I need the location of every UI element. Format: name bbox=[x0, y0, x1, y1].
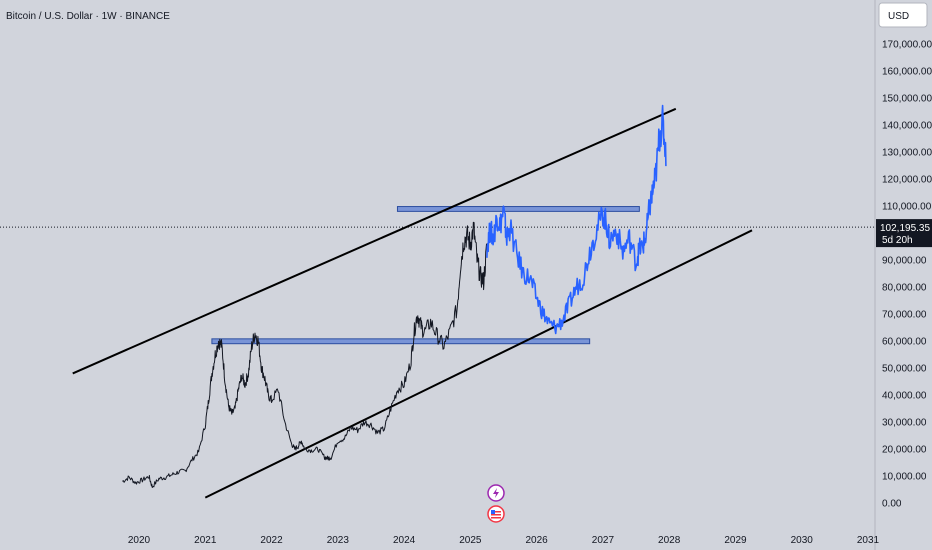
price-tick-label: 20,000.00 bbox=[882, 445, 927, 456]
lightning-event-icon[interactable] bbox=[487, 484, 505, 502]
bar-countdown-label: 5d 20h bbox=[882, 235, 913, 246]
time-tick-label: 2031 bbox=[857, 535, 880, 546]
channel-trend-line-1[interactable] bbox=[72, 107, 677, 375]
time-tick-label: 2024 bbox=[393, 535, 416, 546]
horizontal-zone-2[interactable] bbox=[211, 338, 591, 345]
price-tick-label: 170,000.00 bbox=[882, 40, 932, 51]
flag-stripe-icon bbox=[491, 517, 501, 519]
price-tick-label: 130,000.00 bbox=[882, 148, 932, 159]
time-tick-label: 2026 bbox=[526, 535, 549, 546]
price-tick-label: 120,000.00 bbox=[882, 175, 932, 186]
price-tick-label: 70,000.00 bbox=[882, 310, 927, 321]
horizontal-zone-1[interactable] bbox=[396, 206, 640, 212]
projected-price-series bbox=[486, 104, 667, 335]
lightning-bolt-icon bbox=[493, 488, 499, 498]
price-tick-label: 40,000.00 bbox=[882, 391, 927, 402]
time-tick-label: 2027 bbox=[592, 535, 615, 546]
price-tick-label: 50,000.00 bbox=[882, 364, 927, 375]
time-tick-label: 2020 bbox=[128, 535, 151, 546]
price-tick-label: 10,000.00 bbox=[882, 472, 927, 483]
plot-area[interactable] bbox=[0, 104, 875, 499]
price-axis[interactable]: 0.00 10,000.00 20,000.00 30,000.00 40,000.00… bbox=[882, 40, 932, 510]
time-tick-label: 2025 bbox=[459, 535, 482, 546]
historical-price-series bbox=[122, 221, 488, 488]
flag-stripe-icon bbox=[491, 511, 501, 513]
current-price-label: 102,195.35 bbox=[880, 223, 930, 234]
current-price-tag: 102,195.35 5d 20h bbox=[876, 219, 932, 248]
time-tick-label: 2029 bbox=[724, 535, 747, 546]
currency-button-label: USD bbox=[888, 11, 909, 22]
flag-stripe-icon bbox=[491, 514, 501, 516]
chart-title: Bitcoin / U.S. Dollar · 1W · BINANCE bbox=[6, 11, 170, 22]
price-tick-label: 60,000.00 bbox=[882, 337, 927, 348]
time-tick-label: 2023 bbox=[327, 535, 350, 546]
flag-canton-icon bbox=[491, 510, 495, 514]
price-tick-label: 0.00 bbox=[882, 499, 902, 510]
price-tick-label: 160,000.00 bbox=[882, 67, 932, 78]
time-tick-label: 2022 bbox=[260, 535, 283, 546]
time-tick-label: 2021 bbox=[194, 535, 217, 546]
price-tick-label: 150,000.00 bbox=[882, 94, 932, 105]
time-tick-label: 2030 bbox=[791, 535, 814, 546]
price-tick-label: 110,000.00 bbox=[882, 202, 932, 213]
current-price-tag-box bbox=[876, 219, 932, 248]
price-tick-label: 140,000.00 bbox=[882, 121, 932, 132]
time-tick-label: 2028 bbox=[658, 535, 681, 546]
time-axis[interactable]: 2020 2021 2022 2023 2024 2025 2026 2027 2028 2029… bbox=[128, 535, 880, 546]
currency-button[interactable] bbox=[878, 2, 928, 28]
price-tick-label: 90,000.00 bbox=[882, 256, 927, 267]
price-tick-label: 80,000.00 bbox=[882, 283, 927, 294]
us-flag-event-icon[interactable] bbox=[487, 505, 505, 523]
price-tick-label: 30,000.00 bbox=[882, 418, 927, 429]
channel-trend-line-2[interactable] bbox=[204, 229, 753, 499]
